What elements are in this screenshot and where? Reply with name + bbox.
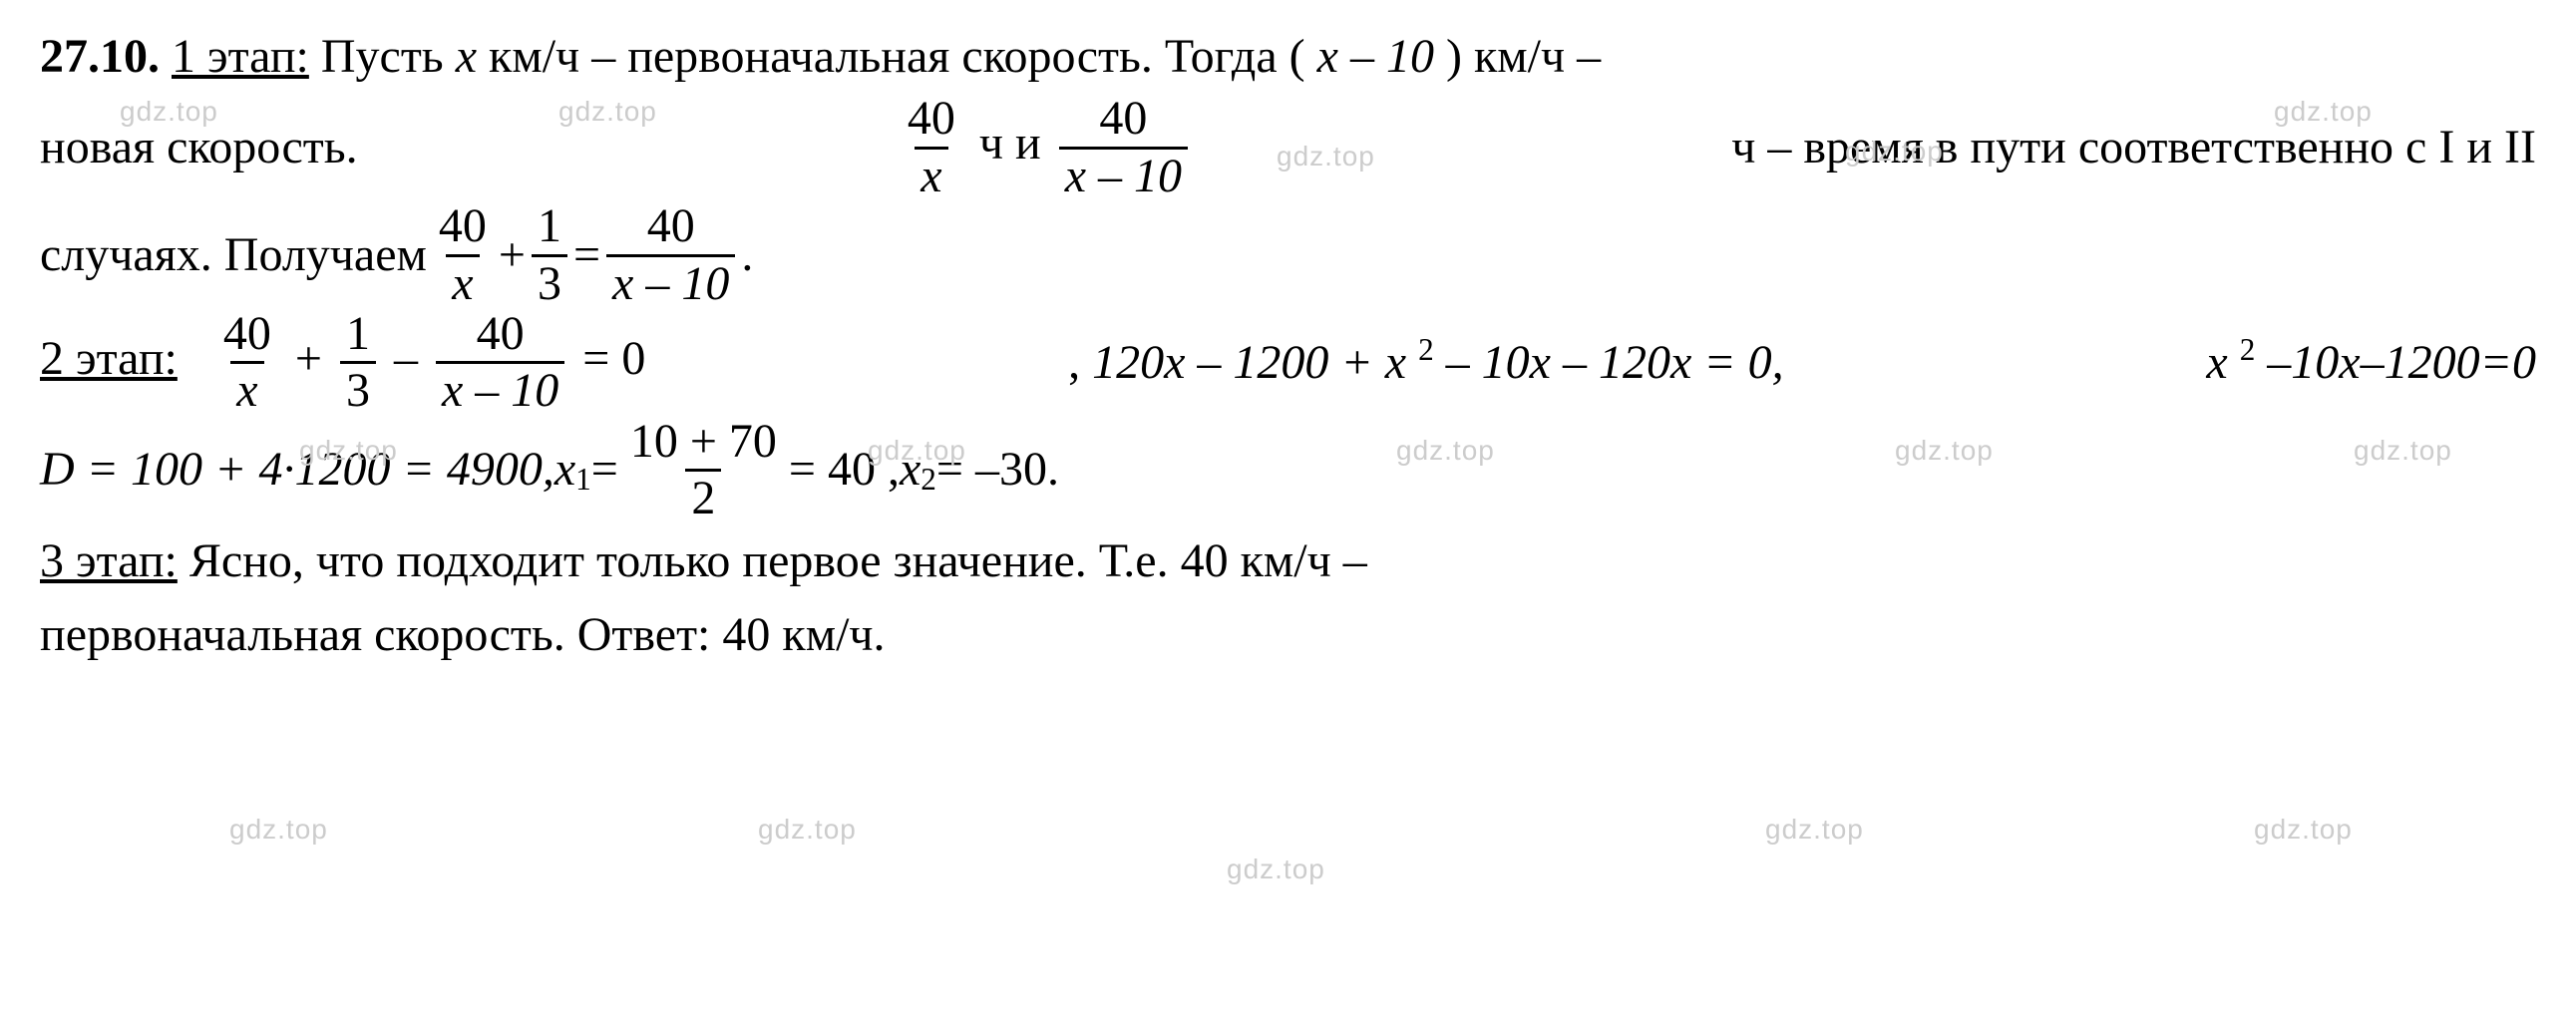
stage1-label: 1 этап: [172, 30, 309, 83]
line4-right: x 2 –10x–1200=0 [2206, 326, 2536, 400]
watermark-text: gdz.top [1227, 848, 1325, 890]
line2-frac2: 40 x – 10 [1059, 94, 1188, 201]
line3-fa-num: 40 [433, 201, 493, 253]
line2-t3: ч – время в пути соответственно с I и II [1731, 121, 2536, 173]
problem-number: 27.10. [40, 30, 160, 83]
watermark-text: gdz.top [2254, 808, 2353, 851]
line3-fc-den: x – 10 [606, 254, 735, 309]
line1-var: x [456, 30, 477, 83]
line3-fb-den: 3 [532, 254, 567, 309]
line5-x1eq: = [591, 433, 618, 507]
line4-fa: 40 x [217, 309, 277, 417]
line5-x2sub: 2 [920, 456, 936, 504]
line2-frac1-wrap: 40 x ч и 40 x – 10 [896, 94, 1194, 201]
line3-dot: . [741, 218, 753, 292]
line2-f1-den: x [915, 147, 947, 201]
line-1-left: 27.10. 1 этап: Пусть x км/ч – первоначал… [40, 20, 1601, 94]
line6-t1: Ясно, что подходит только первое значени… [189, 534, 1367, 587]
stage3-label: 3 этап: [40, 534, 178, 587]
line4-left: 2 этап: 40 x + 1 3 – 40 x – 10 = 0 [40, 309, 645, 417]
stage2-label: 2 этап: [40, 332, 178, 385]
line4-sq1: 2 [1418, 332, 1434, 367]
line2-t2: ч и [979, 117, 1053, 170]
line4-fc-num: 40 [471, 309, 531, 361]
line3-fb: 1 3 [532, 201, 567, 309]
line2-frac1: 40 x [902, 94, 961, 201]
line4-poly1: 120x – 1200 + x [1092, 336, 1406, 389]
watermark-text: gdz.top [758, 808, 857, 851]
line4-fb-den: 3 [340, 361, 376, 416]
line4-poly1b: – 10x – 120x = 0, [1446, 336, 1784, 389]
line5-x1den: 2 [685, 469, 721, 523]
line4-fb-num: 1 [340, 309, 376, 361]
line4-poly2b: –10x–1200=0 [2267, 336, 2536, 389]
line7-t1: первоначальная скорость. Ответ: 40 км/ч. [40, 608, 886, 661]
line5-x1val: = 40 , [789, 433, 900, 507]
line3-fc-num: 40 [641, 201, 701, 253]
line2-seg3: ч – время в пути соответственно с I и II [1731, 111, 2536, 184]
line1-t3: ) км/ч – [1446, 30, 1601, 83]
watermark-text: gdz.top [1765, 808, 1864, 851]
line3-fa: 40 x [433, 201, 493, 309]
line4-fa-den: x [230, 361, 263, 416]
line5-x2val: = –30. [936, 433, 1059, 507]
line-2: новая скорость. 40 x ч и 40 x – 10 ч – в… [40, 94, 2536, 201]
line2-f2-num: 40 [1093, 94, 1153, 146]
line2-f2-den: x – 10 [1059, 147, 1188, 201]
line4-eq0: = 0 [582, 332, 645, 385]
line2-seg1: новая скорость. [40, 111, 358, 184]
line4-poly2a: x [2206, 336, 2227, 389]
line-5: D = 100 + 4·1200 = 4900, x 1 = 10 + 70 2… [40, 417, 2536, 524]
line-7: первоначальная скорость. Ответ: 40 км/ч. [40, 598, 2536, 672]
line3-fc: 40 x – 10 [606, 201, 735, 309]
line2-t1: новая скорость. [40, 121, 358, 173]
line-4: 2 этап: 40 x + 1 3 – 40 x – 10 = 0 , 120… [40, 309, 2536, 417]
line1-t1: Пусть [321, 30, 456, 83]
line5-x1sub: 1 [575, 456, 591, 504]
line5-x1num: 10 + 70 [624, 417, 783, 469]
line3-t1: случаях. Получаем [40, 218, 427, 292]
line4-fc-den: x – 10 [436, 361, 564, 416]
line-1: 27.10. 1 этап: Пусть x км/ч – первоначал… [40, 20, 2536, 94]
line4-fb: 1 3 [340, 309, 376, 417]
line5-x1var: x [554, 433, 575, 507]
line4-mid: , 120x – 1200 + x 2 – 10x – 120x = 0, [1068, 326, 1784, 400]
watermark-text: gdz.top [229, 808, 328, 851]
line1-t2: км/ч – первоначальная скорость. Тогда ( [489, 30, 1305, 83]
line5-x2var: x [900, 433, 920, 507]
line5-D: D = 100 + 4·1200 = 4900, [40, 433, 554, 507]
line6-left: 3 этап: Ясно, что подходит только первое… [40, 524, 1367, 598]
line4-cs: , [1068, 336, 1092, 389]
line3-fa-den: x [446, 254, 479, 309]
line1-expr: x – 10 [1317, 30, 1434, 83]
line-6: 3 этап: Ясно, что подходит только первое… [40, 524, 2536, 598]
line2-f1-num: 40 [902, 94, 961, 146]
line-3: случаях. Получаем 40 x + 1 3 = 40 x – 10… [40, 201, 2536, 309]
math-solution-page: gdz.topgdz.topgdz.topgdz.topgdz.topgdz.t… [0, 0, 2576, 1030]
line3-plus: + [499, 218, 526, 292]
line3-fb-num: 1 [532, 201, 567, 253]
line4-minus1: – [394, 332, 430, 385]
line4-sq2: 2 [2240, 332, 2256, 367]
line4-plus1: + [295, 332, 334, 385]
line5-x1frac: 10 + 70 2 [624, 417, 783, 524]
line4-fc: 40 x – 10 [436, 309, 564, 417]
line4-fa-num: 40 [217, 309, 277, 361]
line3-eq: = [573, 218, 600, 292]
